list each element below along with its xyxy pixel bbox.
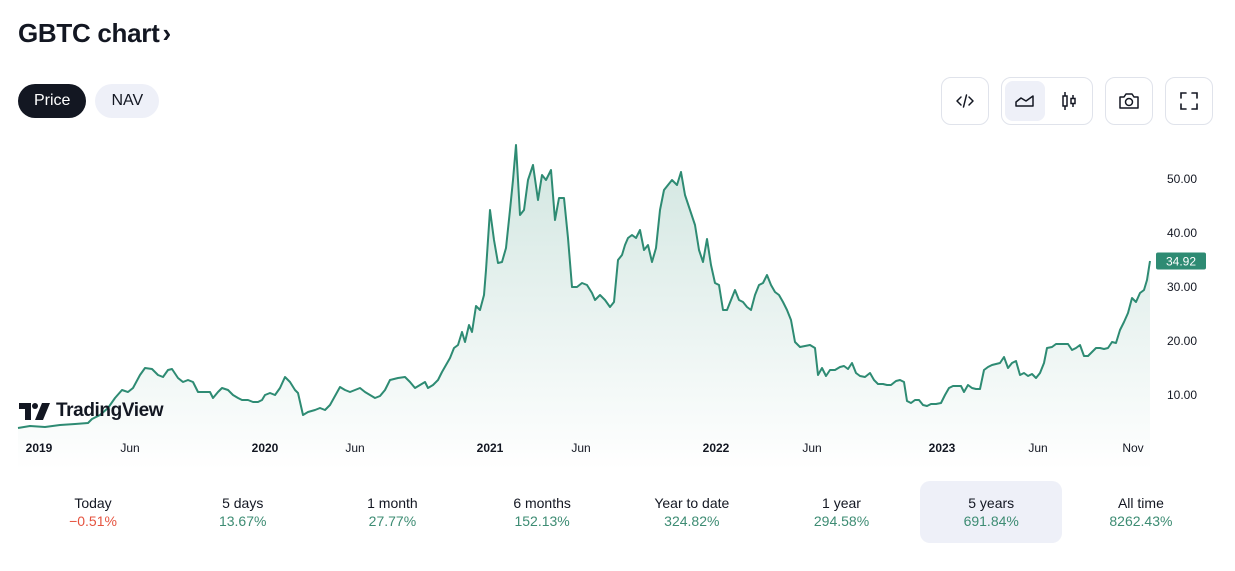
period-label: 5 days xyxy=(222,495,264,511)
chart-type-selector xyxy=(1001,77,1093,125)
price-line xyxy=(17,144,1151,429)
camera-icon xyxy=(1119,93,1139,109)
period-6-months[interactable]: 6 months 152.13% xyxy=(471,481,613,543)
period-label: 1 year xyxy=(822,495,861,511)
period-1-month[interactable]: 1 month 27.77% xyxy=(321,481,463,543)
area-fill xyxy=(18,145,1150,470)
x-axis-tick: 2022 xyxy=(702,441,730,455)
period-label: 1 month xyxy=(367,495,418,511)
chart-toolbar xyxy=(941,77,1213,125)
x-axis-tick: Jun xyxy=(802,441,822,455)
x-axis-tick: Jun xyxy=(345,441,365,455)
logo-text: TradingView xyxy=(56,400,164,421)
y-axis-tick: 40.00 xyxy=(1167,226,1198,240)
period-change: 691.84% xyxy=(963,513,1019,529)
performance-periods: Today −0.51% 5 days 13.67% 1 month 27.77… xyxy=(22,481,1212,543)
y-axis-tick: 20.00 xyxy=(1167,334,1198,348)
period-change: −0.51% xyxy=(69,513,117,529)
title-text: GBTC chart xyxy=(18,18,160,48)
tradingview-logo-icon xyxy=(19,402,50,420)
period-change: 27.77% xyxy=(368,513,417,529)
period-change: 152.13% xyxy=(514,513,570,529)
tradingview-logo[interactable]: TradingView xyxy=(19,400,164,422)
x-axis-tick: Jun xyxy=(1028,441,1048,455)
last-price-label: 34.92 xyxy=(1156,252,1206,270)
nav-toggle-button[interactable]: NAV xyxy=(95,84,160,118)
price-toggle-button[interactable]: Price xyxy=(18,84,87,118)
fullscreen-button[interactable] xyxy=(1165,77,1213,125)
y-axis-tick: 50.00 xyxy=(1167,172,1198,186)
period-year-to-date[interactable]: Year to date 324.82% xyxy=(621,481,763,543)
price-area-chart[interactable] xyxy=(0,130,1235,470)
period-label: 5 years xyxy=(968,495,1015,511)
period-label: Year to date xyxy=(654,495,730,511)
x-axis-tick: 2023 xyxy=(928,441,956,455)
period-all-time[interactable]: All time 8262.43% xyxy=(1070,481,1212,543)
period-change: 324.82% xyxy=(664,513,720,529)
x-axis-tick: Jun xyxy=(571,441,591,455)
x-axis-tick: 2020 xyxy=(251,441,279,455)
period-1-year[interactable]: 1 year 294.58% xyxy=(771,481,913,543)
fullscreen-icon xyxy=(1180,92,1198,110)
period-label: Today xyxy=(74,495,112,511)
period-today[interactable]: Today −0.51% xyxy=(22,481,164,543)
y-axis-tick: 10.00 xyxy=(1167,388,1198,402)
period-label: All time xyxy=(1117,495,1164,511)
x-axis-tick: Jun xyxy=(120,441,140,455)
snapshot-button[interactable] xyxy=(1105,77,1153,125)
x-axis-tick: 2019 xyxy=(25,441,53,455)
candlestick-button[interactable] xyxy=(1049,81,1089,121)
embed-button[interactable] xyxy=(941,77,989,125)
area-chart-button[interactable] xyxy=(1005,81,1045,121)
period-label: 6 months xyxy=(513,495,571,511)
price-nav-toggle: Price NAV xyxy=(18,84,160,118)
period-change: 13.67% xyxy=(218,513,267,529)
period-change: 294.58% xyxy=(813,513,870,529)
period-5-years[interactable]: 5 years 691.84% xyxy=(920,481,1063,543)
x-axis-tick: Nov xyxy=(1122,441,1144,455)
period-5-days[interactable]: 5 days 13.67% xyxy=(172,481,314,543)
y-axis-tick: 30.00 xyxy=(1167,280,1198,294)
x-axis-tick: 2021 xyxy=(476,441,504,455)
candlestick-icon xyxy=(1062,92,1076,110)
page-title[interactable]: GBTC chart › xyxy=(18,18,171,49)
area-chart-icon xyxy=(1015,95,1034,107)
price-chart[interactable]: 50.00 40.00 30.00 20.00 10.00 34.92 Trad… xyxy=(0,130,1235,470)
code-icon xyxy=(956,94,974,108)
period-change: 8262.43% xyxy=(1109,513,1173,529)
chevron-right-icon: › xyxy=(162,18,171,48)
